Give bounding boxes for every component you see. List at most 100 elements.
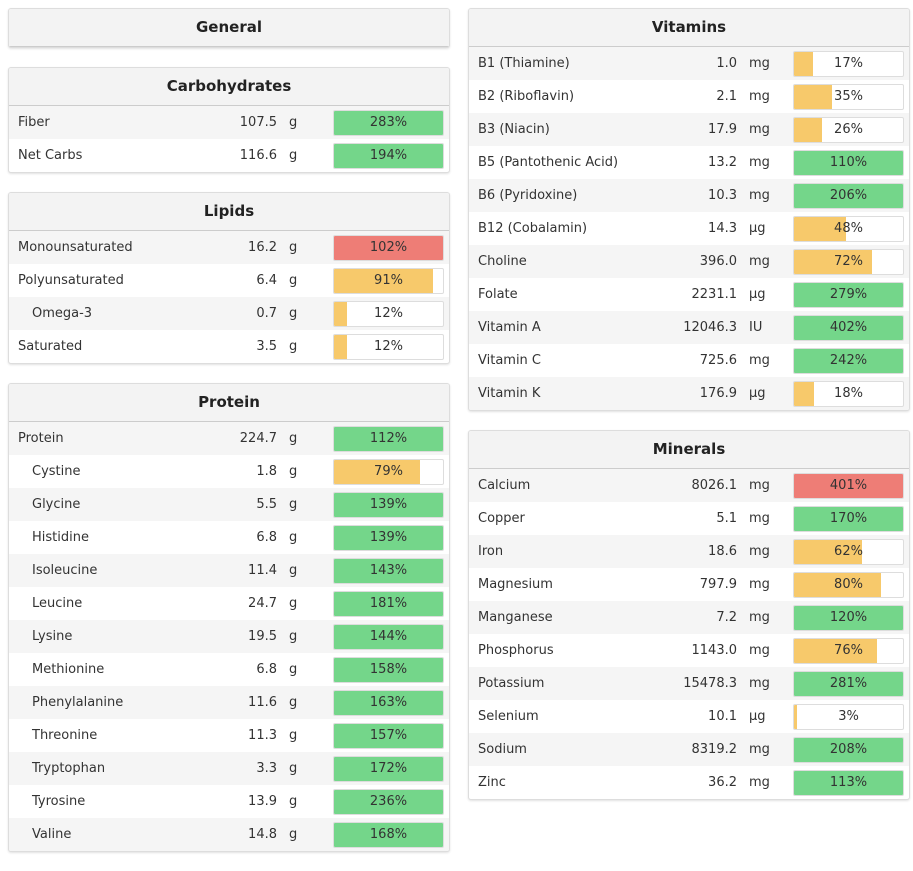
nutrient-unit: g [289, 827, 298, 842]
nutrient-unit: g [289, 596, 298, 611]
nutrient-amount: 2231.1 [691, 287, 738, 302]
nutrient-amount: 24.7 [248, 596, 277, 611]
target-fill [794, 540, 862, 564]
target-percent: 144% [369, 629, 408, 644]
nutrient-unit: g [289, 695, 298, 710]
nutrient-unit: g [289, 530, 298, 545]
nutrient-row: B5 (Pantothenic Acid) 13.2 mg 110% [469, 146, 909, 179]
section-panel: General [8, 8, 450, 48]
nutrient-row: Monounsaturated 16.2 g 102% [9, 231, 449, 264]
nutrient-unit: mg [749, 676, 770, 691]
nutrient-row: Lysine 19.5 g 144% [9, 620, 449, 653]
target-fill [334, 236, 443, 260]
nutrient-unit: mg [749, 188, 770, 203]
target-fill [794, 639, 877, 663]
nutrient-unit: µg [749, 287, 766, 302]
target-bar: 401% [793, 473, 904, 499]
nutrient-name: Protein [18, 431, 64, 446]
nutrient-name: Phenylalanine [32, 695, 124, 710]
nutrient-unit: mg [749, 254, 770, 269]
target-fill [334, 790, 443, 814]
target-bar: 206% [793, 183, 904, 209]
nutrient-name: Methionine [32, 662, 105, 677]
target-bar: 144% [333, 624, 444, 650]
nutrient-name: Histidine [32, 530, 89, 545]
target-fill [794, 52, 813, 76]
target-percent: 80% [834, 577, 863, 592]
target-percent: 281% [829, 676, 868, 691]
target-percent: 168% [369, 827, 408, 842]
section-rows: Protein 224.7 g 112% Cystine 1.8 g 79% Glycine 5.… [9, 422, 449, 851]
nutrient-unit: µg [749, 386, 766, 401]
target-fill [334, 691, 443, 715]
target-fill [794, 250, 873, 274]
target-percent: 113% [829, 775, 868, 790]
nutrient-row: Zinc 36.2 mg 113% [469, 766, 909, 799]
nutrient-name: Manganese [478, 610, 553, 625]
target-fill [334, 144, 443, 168]
target-bar: 208% [793, 737, 904, 763]
section-title: General [9, 9, 449, 47]
nutrient-row: Methionine 6.8 g 158% [9, 653, 449, 686]
nutrient-name: Vitamin C [478, 353, 542, 368]
section-title: Vitamins [469, 9, 909, 47]
target-bar: 170% [793, 506, 904, 532]
target-fill [794, 217, 847, 241]
target-percent: 139% [369, 497, 408, 512]
nutrient-name: B5 (Pantothenic Acid) [478, 155, 619, 170]
target-fill [794, 151, 903, 175]
nutrient-unit: g [289, 629, 298, 644]
nutrient-amount: 36.2 [708, 775, 737, 790]
nutrient-name: Zinc [478, 775, 506, 790]
column: General Carbohydrates Fiber 107.5 g 283% Net C… [8, 8, 450, 871]
nutrient-name: Threonine [32, 728, 98, 743]
target-percent: 157% [369, 728, 408, 743]
target-bar: 102% [333, 235, 444, 261]
target-fill [334, 493, 443, 517]
target-percent: 401% [829, 478, 868, 493]
section-title: Carbohydrates [9, 68, 449, 106]
nutrient-amount: 3.3 [256, 761, 277, 776]
target-fill [794, 283, 903, 307]
target-fill [794, 474, 903, 498]
nutrient-unit: g [289, 497, 298, 512]
target-percent: 76% [834, 643, 863, 658]
nutrient-amount: 107.5 [239, 115, 277, 130]
nutrient-amount: 14.8 [248, 827, 277, 842]
nutrient-unit: mg [749, 775, 770, 790]
nutrient-name: Valine [32, 827, 72, 842]
nutrient-row: Tryptophan 3.3 g 172% [9, 752, 449, 785]
nutrient-unit: mg [749, 89, 770, 104]
nutrient-name: Omega-3 [32, 306, 93, 321]
target-bar: 194% [333, 143, 444, 169]
nutrient-unit: µg [749, 221, 766, 236]
nutrient-row: Saturated 3.5 g 12% [9, 330, 449, 363]
nutrient-row: B2 (Riboflavin) 2.1 mg 35% [469, 80, 909, 113]
nutrient-row: Polyunsaturated 6.4 g 91% [9, 264, 449, 297]
section-rows: Monounsaturated 16.2 g 102% Polyunsaturated 6… [9, 231, 449, 363]
target-percent: 18% [834, 386, 863, 401]
nutrient-amount: 7.2 [716, 610, 737, 625]
nutrient-unit: g [289, 115, 298, 130]
nutrient-unit: mg [749, 544, 770, 559]
nutrient-unit: g [289, 273, 298, 288]
target-bar: 157% [333, 723, 444, 749]
nutrient-name: Vitamin K [478, 386, 541, 401]
target-bar: 281% [793, 671, 904, 697]
nutrient-amount: 0.7 [256, 306, 277, 321]
nutrient-unit: mg [749, 478, 770, 493]
nutrient-row: Phenylalanine 11.6 g 163% [9, 686, 449, 719]
target-percent: 181% [369, 596, 408, 611]
nutrient-name: Leucine [32, 596, 83, 611]
nutrient-row: Selenium 10.1 µg 3% [469, 700, 909, 733]
nutrient-unit: g [289, 761, 298, 776]
target-bar: 12% [333, 301, 444, 327]
nutrient-amount: 224.7 [239, 431, 277, 446]
target-percent: 402% [829, 320, 868, 335]
section-panel: Minerals Calcium 8026.1 mg 401% Copper 5.1 mg 17… [468, 430, 910, 800]
section-panel: Vitamins B1 (Thiamine) 1.0 mg 17% B2 (Ribofla… [468, 8, 910, 411]
section-rows: Calcium 8026.1 mg 401% Copper 5.1 mg 170% Iron 18… [469, 469, 909, 799]
nutrient-unit: g [289, 431, 298, 446]
target-fill [794, 349, 903, 373]
